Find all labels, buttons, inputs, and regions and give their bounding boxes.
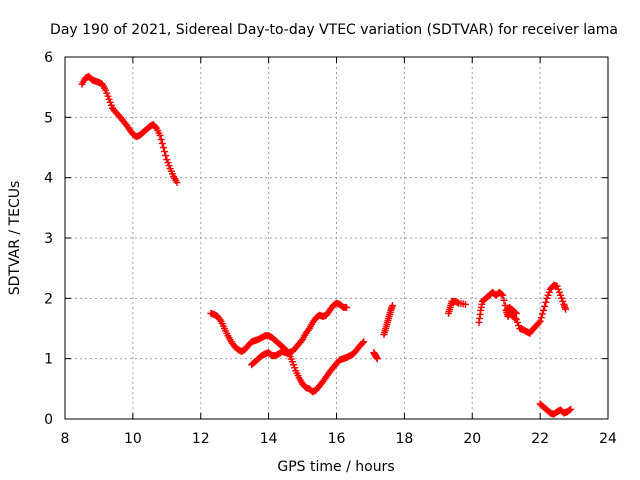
data-point xyxy=(159,144,167,151)
data-point xyxy=(173,178,181,186)
y-tick-label: 3 xyxy=(44,231,53,247)
data-point xyxy=(537,314,545,322)
x-axis-label: GPS time / hours xyxy=(277,459,394,475)
y-tick-label: 1 xyxy=(44,352,53,368)
data-point xyxy=(500,296,508,304)
data-point xyxy=(216,316,224,324)
y-tick-label: 5 xyxy=(44,110,53,126)
x-tick-label: 8 xyxy=(61,431,70,447)
x-tick-label: 14 xyxy=(260,431,278,447)
data-point xyxy=(158,139,166,147)
data-point xyxy=(373,355,381,363)
data-point xyxy=(461,300,469,308)
data-point xyxy=(541,302,549,310)
data-point xyxy=(161,148,169,156)
x-tick-label: 24 xyxy=(599,431,617,447)
data-point xyxy=(567,405,575,413)
data-point xyxy=(538,310,546,318)
data-point xyxy=(536,317,544,325)
y-tick-label: 2 xyxy=(44,291,53,307)
data-point xyxy=(162,152,170,160)
data-points xyxy=(78,72,575,418)
y-axis-label: SDTVAR / TECUs xyxy=(7,181,23,296)
x-tick-label: 22 xyxy=(531,431,549,447)
data-point xyxy=(512,309,520,317)
data-point xyxy=(152,123,159,131)
data-point xyxy=(360,338,368,346)
data-point xyxy=(511,314,519,322)
x-tick-label: 16 xyxy=(328,431,346,447)
data-point xyxy=(498,290,506,298)
data-point xyxy=(304,326,312,334)
data-point xyxy=(566,406,574,414)
grid-lines xyxy=(65,57,608,419)
x-tick-label: 20 xyxy=(463,431,481,447)
x-tick-label: 10 xyxy=(124,431,142,447)
x-tick-label: 18 xyxy=(395,431,413,447)
data-point xyxy=(157,135,165,143)
data-point xyxy=(499,291,507,299)
x-tick-label: 12 xyxy=(192,431,210,447)
y-tick-label: 4 xyxy=(44,171,53,187)
data-point xyxy=(511,308,519,316)
data-point xyxy=(388,302,396,310)
data-point xyxy=(343,303,351,311)
data-point xyxy=(359,339,367,347)
data-point xyxy=(542,298,550,306)
y-tick-label: 0 xyxy=(44,412,53,428)
data-point xyxy=(562,305,570,313)
y-tick-label: 6 xyxy=(44,50,53,66)
chart-title: Day 190 of 2021, Sidereal Day-to-day VTE… xyxy=(50,22,618,38)
data-point xyxy=(156,131,164,139)
data-point xyxy=(540,306,548,314)
data-point xyxy=(535,319,543,327)
